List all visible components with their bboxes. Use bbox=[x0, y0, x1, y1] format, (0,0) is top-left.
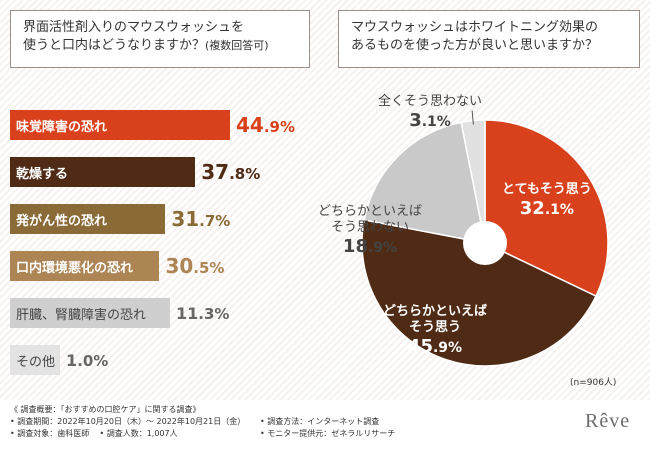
bar-label: その他 bbox=[16, 354, 56, 370]
pie-label-value: 3.1% bbox=[409, 109, 451, 131]
bar-value: 30.5% bbox=[165, 254, 225, 278]
pie-label-value: 18.9% bbox=[342, 235, 398, 257]
donut-hole bbox=[463, 221, 507, 265]
bar-row: 口内環境悪化の恐れ 30.5% bbox=[10, 251, 224, 281]
pie-label-name: そう思う bbox=[409, 319, 462, 335]
footer-subjects-count: • 調査対象：歯科医師 • 調査人数：1,007人 bbox=[10, 428, 260, 440]
right-question-line1: マウスウォッシュはホワイトニング効果の bbox=[351, 20, 599, 35]
bar-row: 乾燥する 37.8% bbox=[10, 157, 260, 187]
pie-svg bbox=[361, 110, 609, 367]
left-question-line1: 界面活性剤入りのマウスウォッシュを bbox=[23, 20, 245, 35]
bar-value: 1.0% bbox=[66, 350, 109, 370]
footer-subjects: • 調査対象：歯科医師 bbox=[10, 429, 90, 438]
bar-chart: 味覚障害の恐れ 44.9% 乾燥する 37.8% 発がん性の恐れ 31.7% 口内環境悪化の… bbox=[10, 110, 310, 380]
pie-label: どちらかといえば そう思わない 18.9% bbox=[318, 204, 422, 259]
bar-label: 肝臓、腎臓障害の恐れ bbox=[16, 307, 147, 323]
pie-chart: とてもそう思う 32.1% どちらかといえば そう思う 45.9% どちらかといえば そう思… bbox=[318, 80, 650, 390]
bar-label: 味覚障害の恐れ bbox=[16, 119, 108, 135]
sample-size-note: (n=906人) bbox=[570, 378, 617, 388]
reve-logo: Rêve bbox=[585, 410, 631, 432]
bar-row: 味覚障害の恐れ 44.9% bbox=[10, 110, 295, 140]
leader-line bbox=[471, 110, 474, 125]
pie-label-value: 45.9% bbox=[407, 335, 463, 357]
footer-provider: • モニター提供元：ゼネラルリサーチ bbox=[260, 429, 396, 438]
pie-label-name: とてもそう思う bbox=[502, 181, 592, 197]
bar: その他 bbox=[10, 345, 60, 375]
footer-title: 《 調査概要：「おすすめの口腔ケア」に関する調査》 bbox=[10, 405, 201, 414]
footer-method: • 調査方法：インターネット調査 bbox=[260, 417, 380, 426]
bar-value: 44.9% bbox=[236, 113, 296, 137]
footer-count: • 調査人数：1,007人 bbox=[99, 429, 178, 438]
right-question-box: マウスウォッシュはホワイトニング効果の あるものを使った方が良いと思いますか？ bbox=[338, 10, 640, 68]
bar-value: 11.3% bbox=[176, 303, 230, 323]
pie-slice bbox=[484, 119, 609, 298]
pie-label-name: 全くそう思わない bbox=[378, 93, 483, 109]
pie-slice bbox=[363, 121, 486, 244]
bar-row: 肝臓、腎臓障害の恐れ 11.3% bbox=[10, 298, 229, 328]
bar: 肝臓、腎臓障害の恐れ bbox=[10, 298, 170, 328]
pie-label-value: 32.1% bbox=[519, 197, 574, 219]
pie-label: とてもそう思う 32.1% bbox=[502, 182, 592, 221]
right-question-line2: あるものを使った方が良いと思いますか？ bbox=[351, 38, 599, 53]
bar-value: 31.7% bbox=[171, 207, 231, 231]
bar-label: 発がん性の恐れ bbox=[16, 213, 108, 229]
bar-label: 口内環境悪化の恐れ bbox=[16, 260, 134, 276]
left-question-box: 界面活性剤入りのマウスウォッシュを 使うと口内はどうなりますか？(複数回答可) bbox=[10, 10, 310, 68]
bar-row: 発がん性の恐れ 31.7% bbox=[10, 204, 230, 234]
bar: 口内環境悪化の恐れ bbox=[10, 251, 160, 281]
pie-label-name: どちらかといえば bbox=[318, 203, 423, 219]
bar: 乾燥する bbox=[10, 157, 196, 187]
pie-label-name: どちらかといえば bbox=[383, 303, 488, 319]
bar: 味覚障害の恐れ bbox=[10, 110, 230, 140]
pie-label: どちらかといえば そう思う 45.9% bbox=[383, 304, 487, 359]
pie-label-name: そう思わない bbox=[331, 219, 410, 235]
bar-row: その他 1.0% bbox=[10, 345, 108, 375]
bar: 発がん性の恐れ bbox=[10, 204, 166, 234]
survey-footer: 《 調査概要：「おすすめの口腔ケア」に関する調査》 • 調査期間：2022年10… bbox=[10, 404, 570, 440]
pie-label: 全くそう思わない 3.1% bbox=[378, 94, 482, 133]
bar-label: 乾燥する bbox=[16, 166, 69, 182]
pie-slice bbox=[361, 219, 597, 367]
bar-value: 37.8% bbox=[201, 160, 261, 184]
footer-period: • 調査期間：2022年10月20日（木）～ 2022年10月21日（金） bbox=[10, 417, 246, 426]
left-question-line2: 使うと口内はどうなりますか？(複数回答可) bbox=[23, 38, 269, 53]
left-question-note: (複数回答可) bbox=[205, 39, 269, 52]
